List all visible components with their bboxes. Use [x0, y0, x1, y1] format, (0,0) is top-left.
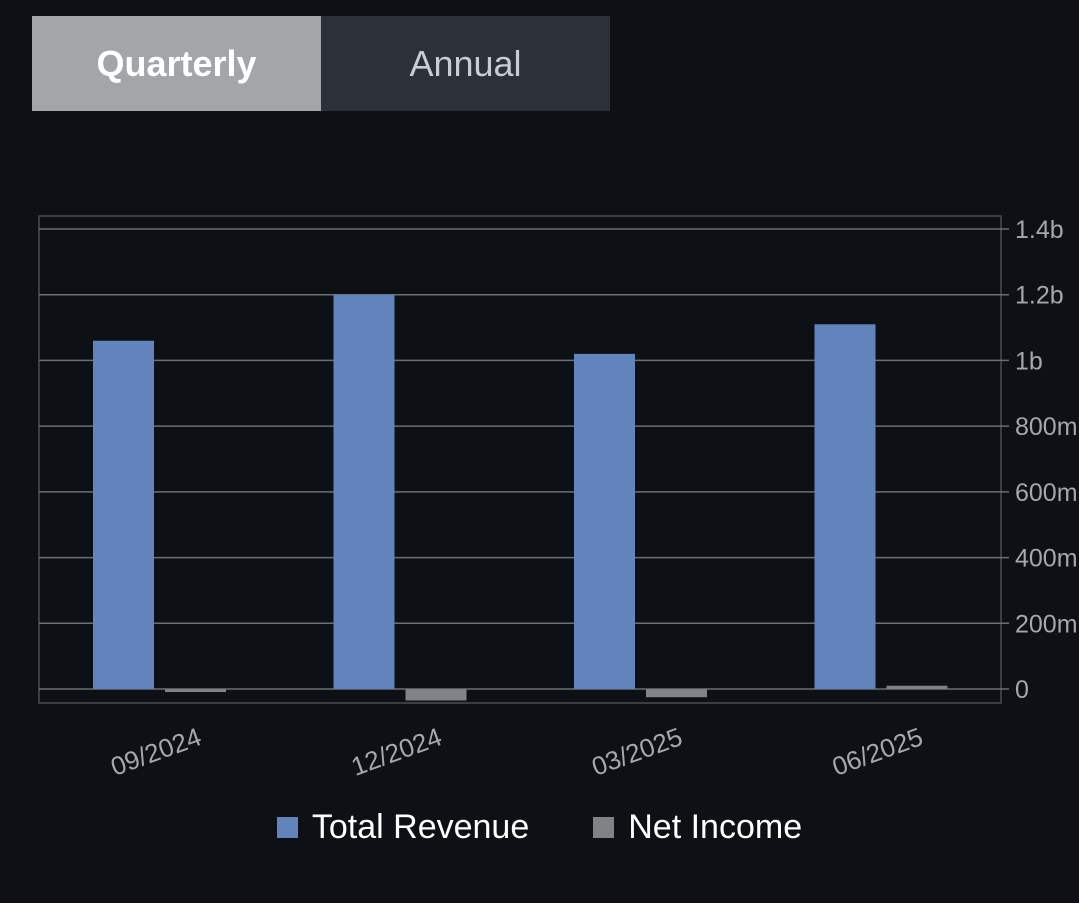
bar-total-revenue	[814, 324, 876, 689]
legend-swatch-net-income	[593, 817, 615, 838]
y-tick-label: 800m	[1015, 413, 1078, 441]
x-tick-label: 06/2025	[828, 721, 927, 781]
tab-quarterly[interactable]: Quarterly	[32, 16, 321, 111]
y-tick-label: 400m	[1015, 545, 1078, 573]
bar-total-revenue	[93, 340, 154, 689]
chart-legend: Total Revenue Net Income	[0, 808, 1079, 847]
bar-net-income	[646, 689, 707, 698]
tab-annual[interactable]: Annual	[321, 16, 610, 111]
x-tick-label: 03/2025	[588, 721, 687, 781]
bar-net-income	[165, 689, 226, 692]
bar-total-revenue	[333, 294, 395, 689]
y-tick-label: 1.2b	[1015, 282, 1064, 310]
legend-item-total-revenue[interactable]: Total Revenue	[276, 808, 530, 847]
bar-net-income	[405, 689, 467, 701]
legend-label-net-income: Net Income	[628, 808, 803, 846]
x-tick-label: 09/2024	[107, 721, 206, 781]
bar-net-income	[886, 685, 948, 689]
y-tick-label: 1b	[1015, 347, 1043, 375]
legend-item-net-income[interactable]: Net Income	[593, 808, 802, 847]
x-tick-label: 12/2024	[347, 721, 446, 781]
y-tick-label: 600m	[1015, 479, 1078, 507]
period-tabs: Quarterly Annual	[32, 16, 610, 111]
y-tick-label: 1.4b	[1015, 216, 1064, 244]
bar-total-revenue	[574, 353, 635, 689]
bar-chart: 1.4b 1.2b 1b 800m 600m 400m 200m 0 09/2024 12/202…	[38, 215, 1078, 782]
y-tick-label: 0	[1015, 676, 1029, 704]
legend-swatch-total-revenue	[276, 817, 298, 838]
y-tick-label: 200m	[1015, 610, 1078, 638]
legend-label-total-revenue: Total Revenue	[311, 808, 530, 846]
plot-frame	[38, 215, 1002, 704]
